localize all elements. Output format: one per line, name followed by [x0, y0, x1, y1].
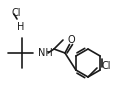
Text: Cl: Cl — [102, 61, 111, 71]
Text: NH: NH — [38, 48, 53, 58]
Text: O: O — [67, 35, 75, 45]
Text: Cl: Cl — [11, 8, 20, 18]
Text: H: H — [17, 22, 24, 32]
